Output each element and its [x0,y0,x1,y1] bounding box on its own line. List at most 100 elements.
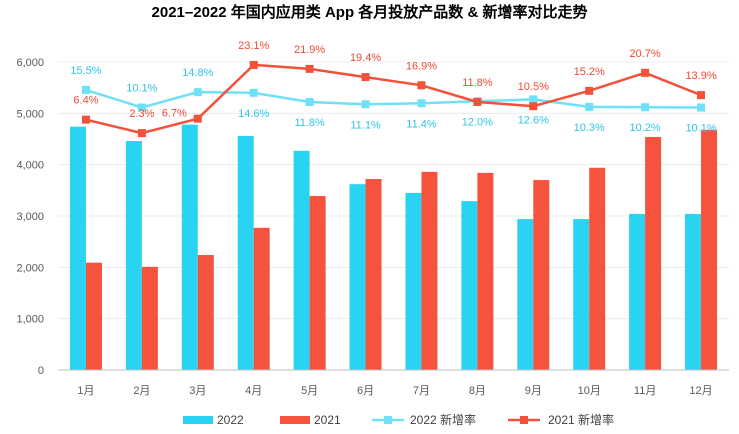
marker-rate-2021-m11 [641,68,650,77]
bar-2022-m4 [237,135,254,370]
x-tick-label: 9月 [525,385,542,397]
marker-rate-2021-m2 [137,129,146,138]
bar-2022-m9 [517,219,534,370]
x-tick-label: 2月 [133,385,150,397]
data-label-rate-2021-m7: 16.9% [406,60,437,72]
x-tick-label: 12月 [689,385,712,397]
y-tick-label: 0 [38,365,44,377]
bar-2021-m3 [197,255,214,370]
x-tick-label: 1月 [77,385,94,397]
line-rate-2022 [85,88,702,109]
data-label-rate-2022-m8: 12.0% [462,116,493,128]
data-label-rate-2021-m3: 6.7% [162,108,187,120]
data-label-rate-2021-m6: 19.4% [350,52,381,64]
y-tick-label: 1,000 [16,314,44,326]
marker-rate-2021-m1 [81,115,90,124]
data-label-rate-2022-m9: 12.6% [518,114,549,126]
marker-rate-2022-m7 [417,99,426,108]
legend-label-2021-rate: 2021 新增率 [548,412,614,427]
data-label-rate-2021-m10: 15.2% [574,66,605,78]
legend-swatch-2022 [183,416,213,424]
bar-2021-m10 [589,167,606,370]
marker-rate-2021-m3 [193,114,202,123]
data-label-rate-2022-m11: 10.2% [630,122,661,134]
data-label-rate-2022-m7: 11.4% [406,118,437,130]
bar-2022-m7 [405,192,422,370]
bar-2021-m5 [309,195,326,370]
data-label-rate-2021-m12: 13.9% [685,70,716,82]
marker-rate-2021-m4 [249,60,258,69]
bar-2021-m4 [253,227,270,370]
chart-title: 2021–2022 年国内应用类 App 各月投放产品数 & 新增率对比走势 [152,3,588,21]
data-label-rate-2022-m5: 11.8% [294,117,325,129]
bar-2022-m2 [125,141,142,370]
marker-rate-2021-m6 [361,73,370,82]
data-label-rate-2022-m6: 11.1% [350,119,381,131]
x-tick-label: 3月 [189,385,206,397]
marker-rate-2022-m6 [361,100,370,109]
rate-lines [81,60,706,138]
marker-rate-2021-m7 [417,81,426,90]
legend: 2022 2021 2022 新增率 2021 新增率 [183,412,614,427]
marker-rate-2021-m9 [529,102,538,111]
bar-2021-m12 [701,129,718,370]
data-label-rate-2021-m11: 20.7% [630,48,661,60]
legend-item-2022: 2022 [183,413,244,427]
bars [69,124,718,371]
marker-rate-2022-m3 [193,88,202,97]
x-tick-label: 6月 [357,385,374,397]
data-label-rate-2022-m1: 15.5% [70,65,101,77]
line-rate-2021 [85,63,702,135]
bar-2022-m5 [293,150,310,370]
data-labels: 15.5% 10.1% 14.8% 14.6% 11.8% 11.1% 11.4% 12.0%… [70,40,716,135]
data-label-rate-2021-m4: 23.1% [238,40,269,52]
bar-2022-m6 [349,184,366,370]
marker-rate-2022-m9 [529,95,538,104]
data-label-rate-2021-m8: 11.8% [462,77,493,89]
gridlines [58,61,729,320]
data-label-rate-2021-m9: 10.5% [518,81,549,93]
bar-2021-m7 [421,171,438,370]
legend-marker-2021-rate [520,416,528,424]
legend-item-2022-rate: 2022 新增率 [372,412,476,427]
marker-rate-2022-m4 [249,88,258,97]
y-tick-label: 6,000 [16,57,44,69]
y-tick-label: 4,000 [16,160,44,172]
marker-rate-2021-m12 [697,91,706,100]
y-tick-label: 5,000 [16,108,44,120]
x-tick-label: 7月 [413,385,430,397]
marker-rate-2022-m5 [305,97,314,106]
x-tick-label: 8月 [469,385,486,397]
marker-rate-2022-m1 [81,85,90,94]
bar-2021-m6 [365,179,382,370]
marker-rate-2021-m5 [305,64,314,73]
marker-rate-2022-m2 [137,103,146,112]
bar-2021-m1 [85,262,102,370]
x-axis-labels: 1月 2月 3月 4月 5月 6月 7月 8月 9月 10月 11月 12月 [77,385,712,397]
legend-label-2022: 2022 [217,413,244,427]
legend-marker-2022-rate [384,416,392,424]
bar-2022-m8 [461,201,478,370]
data-label-rate-2022-m10: 10.3% [574,122,605,134]
y-tick-label: 3,000 [16,211,44,223]
bar-2021-m9 [533,180,550,370]
legend-label-2022-rate: 2022 新增率 [410,412,476,427]
bar-2021-m2 [141,266,158,370]
y-axis-labels: 0 1,000 2,000 3,000 4,000 5,000 6,000 [16,57,44,377]
x-tick-label: 10月 [578,385,601,397]
data-label-rate-2022-m4: 14.6% [238,108,269,120]
x-tick-label: 5月 [301,385,318,397]
data-label-rate-2021-m1: 6.4% [73,95,98,107]
data-label-rate-2021-m5: 21.9% [294,44,325,56]
bar-2021-m8 [477,172,494,370]
data-label-rate-2022-m2: 10.1% [126,83,157,95]
data-label-rate-2022-m12: 10.1% [685,123,716,135]
bar-2021-m11 [645,136,662,370]
y-tick-label: 2,000 [16,262,44,274]
bar-2022-m10 [573,219,590,370]
bar-2022-m1 [69,126,86,371]
marker-rate-2022-m10 [585,102,594,111]
marker-rate-2021-m8 [473,97,482,106]
legend-label-2021: 2021 [314,413,341,427]
